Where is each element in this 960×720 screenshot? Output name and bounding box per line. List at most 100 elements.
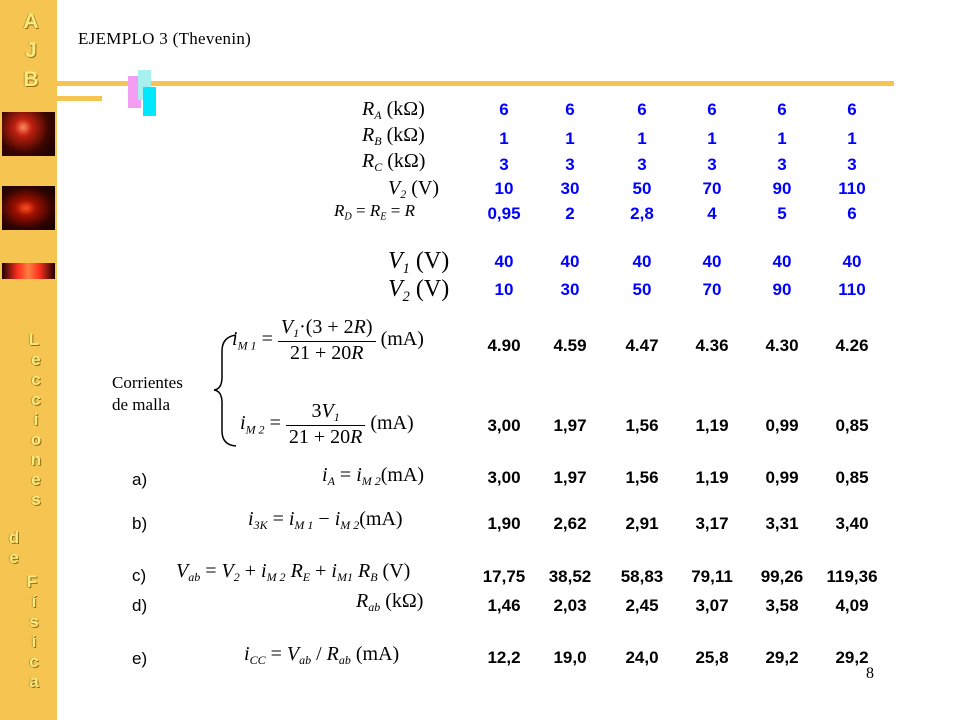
formula-iCC: iCC = Vab / Rab (mA) xyxy=(244,643,400,668)
table-cell: 2,03 xyxy=(553,596,587,615)
sidebar-letter: A xyxy=(23,10,39,33)
table-cell: 17,75 xyxy=(482,567,526,586)
sidebar-letter: í xyxy=(31,592,37,611)
table-cell: 119,36 xyxy=(826,567,878,586)
table-cell: 2,62 xyxy=(553,514,587,533)
table-cell: 0,95 xyxy=(487,204,521,223)
formula-iM2: iM 2 = 3V1 21 + 20R (mA) xyxy=(240,400,414,449)
sidebar-letter: F xyxy=(26,572,38,591)
page-title: EJEMPLO 3 (Thevenin) xyxy=(78,29,252,48)
table-cell: 58,83 xyxy=(620,567,664,586)
page-number: 8 xyxy=(866,665,874,682)
table-cell: 2,45 xyxy=(625,596,659,615)
table-cell: 40 xyxy=(632,252,652,271)
sidebar-letter: e xyxy=(9,548,19,567)
table-cell: 10 xyxy=(494,179,514,198)
sidebar-letter: e xyxy=(31,470,41,489)
table-cell: 3 xyxy=(707,155,717,174)
formula-Rab: Rab (kΩ) xyxy=(356,590,424,615)
mesh-currents-label: Corrientes de malla xyxy=(112,372,183,416)
table-cell: 40 xyxy=(702,252,722,271)
label-line: Corrientes xyxy=(112,373,183,392)
table-cell: 0,85 xyxy=(835,468,869,487)
table-cell: 6 xyxy=(707,100,717,119)
sidebar-letter: c xyxy=(29,652,39,671)
table-cell: 6 xyxy=(847,100,857,119)
table-cell: 1,46 xyxy=(487,596,521,615)
table-cell: 4.30 xyxy=(765,336,799,355)
table-cell: 24,0 xyxy=(625,648,659,667)
item-label-a: a) xyxy=(132,470,148,489)
item-label-b: b) xyxy=(132,514,148,533)
sidebar-letter: i xyxy=(33,410,39,429)
sidebar-letter: B xyxy=(23,68,39,91)
sidebar-letter: J xyxy=(25,39,37,62)
table-cell: 4.47 xyxy=(625,336,659,355)
item-label-c: c) xyxy=(132,566,147,585)
table-cell: 110 xyxy=(838,280,866,299)
table-cell: 1,19 xyxy=(695,416,729,435)
table-cell: 1,56 xyxy=(625,468,659,487)
thumbnail-image xyxy=(2,112,55,156)
table-cell: 50 xyxy=(632,179,652,198)
table-cell: 99,26 xyxy=(760,567,804,586)
label-V2b: V2 (V) xyxy=(388,276,450,306)
table-cell: 3,00 xyxy=(487,468,521,487)
table-cell: 1 xyxy=(707,129,717,148)
table-cell: 30 xyxy=(560,179,580,198)
table-cell: 3,00 xyxy=(487,416,521,435)
sidebar-letter: c xyxy=(31,390,41,409)
table-cell: 2 xyxy=(565,204,575,223)
table-cell: 1 xyxy=(777,129,787,148)
label-RA: RA (kΩ) xyxy=(362,98,425,123)
table-cell: 110 xyxy=(838,179,866,198)
table-cell: 1 xyxy=(847,129,857,148)
table-cell: 19,0 xyxy=(553,648,587,667)
sidebar-letter: L xyxy=(28,330,40,349)
table-cell: 90 xyxy=(772,179,792,198)
table-cell: 3 xyxy=(847,155,857,174)
table-cell: 50 xyxy=(632,280,652,299)
decor-square xyxy=(143,87,156,116)
table-cell: 40 xyxy=(842,252,862,271)
formula-iA: iA = iM 2(mA) xyxy=(322,464,425,489)
table-cell: 40 xyxy=(494,252,514,271)
table-cell: 6 xyxy=(499,100,509,119)
label-R-equal: RD = RE = R xyxy=(334,201,415,223)
item-label-d: d) xyxy=(132,596,148,615)
table-cell: 90 xyxy=(772,280,792,299)
table-cell: 29,2 xyxy=(835,648,869,667)
table-cell: 6 xyxy=(637,100,647,119)
brace-icon xyxy=(213,334,237,447)
sidebar-letter: c xyxy=(31,370,41,389)
formula-iM1: iM 1 = V1·(3 + 2R) 21 + 20R (mA) xyxy=(232,316,424,365)
table-cell: 3 xyxy=(637,155,647,174)
label-line: de malla xyxy=(112,395,171,414)
table-cell: 6 xyxy=(777,100,787,119)
sidebar-letter: o xyxy=(30,430,42,449)
table-cell: 40 xyxy=(560,252,580,271)
table-cell: 1,97 xyxy=(553,468,587,487)
table-cell: 70 xyxy=(702,179,722,198)
sidebar-letter: d xyxy=(8,528,20,547)
table-cell: 1 xyxy=(565,129,575,148)
table-cell: 10 xyxy=(494,280,514,299)
table-cell: 4.26 xyxy=(835,336,869,355)
header-line xyxy=(57,96,102,101)
table-cell: 3,58 xyxy=(765,596,799,615)
table-cell: 0,85 xyxy=(835,416,869,435)
item-label-e: e) xyxy=(132,649,148,668)
table-cell: 1,19 xyxy=(695,468,729,487)
table-cell: 4 xyxy=(707,204,717,223)
decor-square xyxy=(128,76,141,108)
sidebar-letter: s xyxy=(31,490,41,509)
table-cell: 4.36 xyxy=(695,336,729,355)
label-V1: V1 (V) xyxy=(388,248,450,278)
table-cell: 3 xyxy=(777,155,787,174)
table-cell: 12,2 xyxy=(487,648,521,667)
table-cell: 5 xyxy=(777,204,787,223)
table-cell: 6 xyxy=(565,100,575,119)
table-cell: 3,07 xyxy=(695,596,729,615)
sidebar-letter: s xyxy=(29,612,39,631)
table-cell: 3,40 xyxy=(835,514,869,533)
